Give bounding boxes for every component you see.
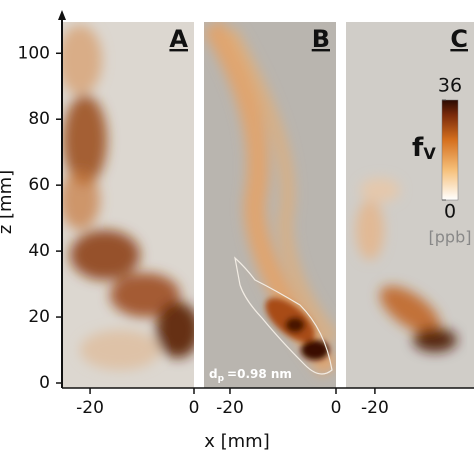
y-tick-label: 60 bbox=[28, 175, 50, 195]
colorbar bbox=[441, 99, 459, 201]
panel-label: B bbox=[312, 25, 330, 53]
x-tick-label: 0 bbox=[189, 398, 200, 418]
x-tick-label: -20 bbox=[216, 398, 244, 418]
panel-a-image bbox=[62, 22, 194, 388]
x-tick-label: -20 bbox=[76, 398, 104, 418]
y-axis-label: z [mm] bbox=[0, 170, 16, 234]
y-tick-label: 0 bbox=[39, 373, 50, 393]
panel-b-image bbox=[204, 22, 336, 388]
y-tick-label: 80 bbox=[28, 109, 50, 129]
y-tick-label: 20 bbox=[28, 307, 50, 327]
colorbar-tick-label: 36 bbox=[438, 75, 462, 97]
annotation-sub: p bbox=[218, 374, 225, 384]
panel-c-image bbox=[346, 22, 474, 388]
x-tick-label: -20 bbox=[361, 398, 389, 418]
annotation: dp =0.98 nm bbox=[209, 367, 292, 384]
y-tick-label: 100 bbox=[18, 43, 50, 63]
panel-label: A bbox=[169, 25, 188, 53]
y-tick-label: 40 bbox=[28, 241, 50, 261]
colorbar-tick-label: 0 bbox=[444, 201, 456, 223]
x-axis-label: x [mm] bbox=[204, 431, 270, 452]
colorbar-label: fV bbox=[412, 133, 436, 163]
y-axis-arrow bbox=[58, 10, 66, 20]
panel-label: C bbox=[450, 25, 468, 53]
x-tick-label: 0 bbox=[331, 398, 342, 418]
annotation-symbol: d bbox=[209, 367, 218, 381]
annotation-text: =0.98 nm bbox=[227, 367, 292, 381]
colorbar-unit: [ppb] bbox=[429, 228, 472, 247]
